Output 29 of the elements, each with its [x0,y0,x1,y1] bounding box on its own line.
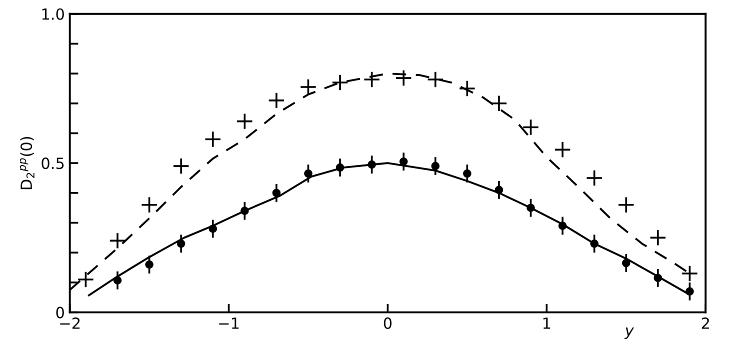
point [681,264,698,282]
point [204,130,222,148]
point [426,71,444,88]
point [458,80,476,97]
point [363,71,380,88]
point [586,170,603,187]
point [522,118,540,136]
y-tick-label: 0.5 [42,158,64,170]
point [649,229,666,246]
point [300,78,317,96]
point [172,158,190,175]
y-axis-title: D$_{2}$$^{pp}$(0) [20,136,34,190]
point [268,92,285,109]
point [332,74,349,92]
x-tick-label: −2 [60,317,80,329]
x-tick-label: 1 [543,318,550,329]
x-tick-label: 0 [384,317,392,329]
x-tick-label: 2 [702,317,709,329]
x-axis-title: y [624,327,634,340]
point [108,232,126,250]
x-tick-label: −1 [219,318,239,329]
y-tick-label: 0 [56,306,64,318]
point [554,141,572,158]
point [490,94,508,112]
point [236,112,254,130]
point [140,196,158,214]
point [395,70,412,87]
point [618,196,635,214]
y-tick-label: 1.0 [42,8,64,20]
